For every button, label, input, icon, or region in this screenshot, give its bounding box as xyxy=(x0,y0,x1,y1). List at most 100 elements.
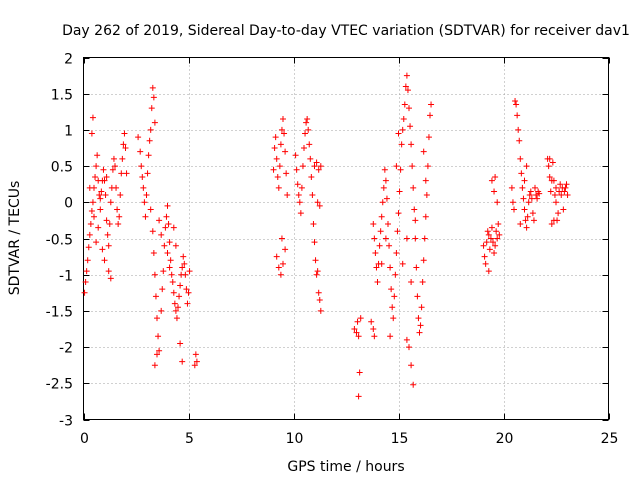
data-point xyxy=(420,257,427,264)
data-point xyxy=(88,130,95,137)
data-point xyxy=(483,239,490,246)
data-point xyxy=(408,141,415,148)
data-point xyxy=(408,362,415,369)
data-point xyxy=(556,188,563,195)
data-point xyxy=(550,217,557,224)
data-point xyxy=(546,155,553,162)
data-point xyxy=(299,163,306,170)
data-point xyxy=(356,369,363,376)
data-point xyxy=(392,271,399,278)
data-point xyxy=(517,155,524,162)
data-point xyxy=(89,114,96,121)
data-point xyxy=(494,235,501,242)
data-point xyxy=(146,137,153,144)
data-point xyxy=(313,159,320,166)
data-point xyxy=(278,126,285,133)
data-point xyxy=(97,195,104,202)
data-point xyxy=(390,315,397,322)
data-point xyxy=(425,134,432,141)
data-point xyxy=(123,170,130,177)
data-point xyxy=(281,130,288,137)
data-point xyxy=(550,177,557,184)
data-point xyxy=(376,242,383,249)
data-point xyxy=(309,192,316,199)
data-point xyxy=(393,163,400,170)
data-point xyxy=(484,228,491,235)
data-point xyxy=(312,257,319,264)
data-point xyxy=(412,235,419,242)
data-point xyxy=(150,94,157,101)
data-point xyxy=(406,344,412,351)
y-tick-label: -1 xyxy=(59,269,73,285)
data-point xyxy=(308,173,315,180)
data-point xyxy=(427,112,433,119)
plot-frame xyxy=(83,57,609,420)
data-point xyxy=(81,289,88,296)
data-point xyxy=(553,199,559,206)
data-point xyxy=(317,163,324,170)
grid-lines xyxy=(83,57,609,420)
data-point xyxy=(508,184,515,191)
data-point xyxy=(91,213,97,220)
data-point xyxy=(82,278,89,285)
data-point xyxy=(275,184,282,191)
data-point xyxy=(415,315,422,322)
data-point xyxy=(184,300,191,307)
data-point xyxy=(92,173,99,180)
data-point xyxy=(391,293,398,300)
data-point xyxy=(193,358,200,365)
data-point xyxy=(549,159,556,166)
data-point xyxy=(353,329,360,336)
data-point xyxy=(413,264,420,271)
data-point xyxy=(144,170,151,177)
data-point xyxy=(107,275,114,282)
data-point xyxy=(298,184,305,191)
data-point xyxy=(280,116,286,123)
data-point xyxy=(191,362,198,369)
data-point xyxy=(393,249,400,256)
data-point xyxy=(110,155,117,162)
data-point xyxy=(151,119,158,126)
data-point xyxy=(115,221,122,228)
data-point xyxy=(280,260,286,267)
y-tick-label: -3 xyxy=(59,414,73,430)
data-point xyxy=(167,257,174,264)
data-point xyxy=(403,235,410,242)
axis-ticks: -3-2.5-2-1.5-1-0.500.511.520 5 10 15 20 25 xyxy=(46,52,619,448)
data-point xyxy=(530,217,537,224)
data-point xyxy=(417,322,424,329)
data-point xyxy=(170,224,177,231)
data-point xyxy=(493,228,500,235)
data-point xyxy=(385,221,391,228)
data-point xyxy=(277,141,284,148)
data-point xyxy=(528,195,535,202)
data-point xyxy=(514,112,521,119)
data-point xyxy=(292,152,299,159)
data-point xyxy=(89,199,96,206)
data-point xyxy=(355,333,362,340)
data-point xyxy=(277,271,284,278)
data-point xyxy=(93,239,100,246)
data-point xyxy=(151,362,158,369)
data-point xyxy=(169,278,176,285)
data-point xyxy=(164,249,171,256)
data-point xyxy=(151,271,158,278)
data-point xyxy=(494,199,501,206)
data-point xyxy=(379,199,386,206)
data-point xyxy=(316,202,323,209)
data-point xyxy=(93,163,100,170)
data-point xyxy=(274,173,281,180)
data-point xyxy=(368,318,375,325)
data-point xyxy=(512,97,519,104)
data-point xyxy=(158,307,165,314)
data-point xyxy=(525,199,532,206)
data-point xyxy=(560,206,567,213)
data-point xyxy=(311,163,318,170)
data-point xyxy=(398,141,405,148)
data-point xyxy=(521,206,528,213)
data-point xyxy=(306,141,313,148)
data-point xyxy=(536,190,543,197)
data-point xyxy=(490,239,496,246)
data-point xyxy=(492,173,499,180)
data-point xyxy=(147,206,154,213)
